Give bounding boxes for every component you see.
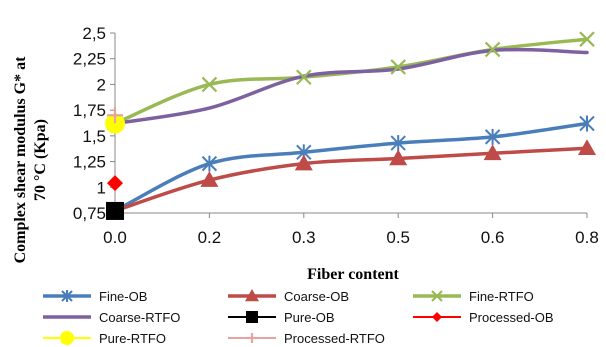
legend-label: Coarse-RTFO	[99, 310, 180, 325]
x-tick-label: 0.0	[103, 228, 127, 247]
y-tick-label: 2,5	[82, 24, 106, 43]
y-tick-label: 2,25	[73, 50, 106, 69]
legend-swatch-marker	[432, 312, 442, 322]
point-pure-rtfo	[105, 113, 125, 134]
legend-item-coarse-rtfo: Coarse-RTFO	[43, 310, 180, 325]
x-tick-label: 0.6	[481, 228, 505, 247]
point-fine-ob	[390, 135, 406, 152]
legend-item-fine-rtfo: Fine-RTFO	[413, 289, 534, 304]
legend-item-fine-ob: Fine-OB	[43, 289, 147, 304]
series-line-fine-ob	[113, 121, 589, 213]
legend-swatch-marker	[61, 290, 73, 302]
point-coarse-ob	[483, 144, 502, 161]
legend-label: Coarse-OB	[284, 289, 349, 304]
point-coarse-ob	[578, 139, 596, 155]
y-axis-title-line-2: 70 °C (Kpa)	[32, 119, 49, 201]
point-fine-ob	[201, 155, 218, 172]
point-coarse-ob	[200, 171, 219, 187]
point-coarse-ob	[389, 149, 408, 166]
point-processed-ob	[107, 175, 123, 192]
point-processed-rtfo	[107, 107, 123, 124]
legend-label: Pure-OB	[284, 310, 335, 325]
point-fine-rtfo	[579, 31, 595, 47]
point-fine-rtfo	[201, 76, 218, 93]
legend-label: Processed-RTFO	[284, 331, 385, 346]
y-axis-title: Complex shear modulus G* at 70 °C (Kpa)	[12, 56, 49, 264]
legend-item-coarse-ob: Coarse-OB	[228, 289, 349, 304]
series-lines	[113, 37, 589, 213]
y-tick-label: 0,75	[73, 204, 106, 223]
point-fine-rtfo	[484, 41, 501, 58]
point-coarse-ob	[294, 154, 313, 171]
x-axis-ticks: 0.0 0.2 0.3 0.5 0.6 0.8	[103, 213, 599, 247]
y-axis-ticks: 0,75 1 1,25 1,5 1,75 2 2,25 2,5	[73, 24, 115, 223]
legend-swatch-marker	[247, 333, 257, 343]
point-fine-rtfo	[390, 59, 406, 75]
point-pure-ob	[106, 201, 124, 220]
legend-swatch-marker	[245, 289, 259, 302]
y-axis-title-line-1: Complex shear modulus G* at	[12, 56, 29, 264]
y-tick-label: 1,5	[82, 127, 106, 146]
legend-item-processed-ob: Processed-OB	[413, 310, 554, 325]
legend-item-processed-rtfo: Processed-RTFO	[228, 331, 385, 346]
y-tick-label: 1	[97, 178, 106, 197]
legend-item-pure-ob: Pure-OB	[228, 310, 335, 325]
x-tick-label: 0.2	[198, 228, 222, 247]
point-fine-rtfo	[296, 69, 312, 86]
y-tick-label: 1,75	[73, 101, 106, 120]
x-tick-label: 0.8	[575, 228, 599, 247]
legend-label: Pure-RTFO	[99, 331, 166, 346]
legend-label: Fine-RTFO	[469, 289, 534, 304]
legend-label: Fine-OB	[99, 289, 147, 304]
series-markers	[105, 31, 596, 220]
series-line-coarse-ob	[113, 146, 589, 213]
legend: Fine-OB Coarse-OB Fine-RTFO Coarse-RTFO Pure…	[43, 289, 554, 346]
y-tick-label: 1,25	[73, 153, 106, 172]
legend-item-pure-rtfo: Pure-RTFO	[43, 331, 166, 346]
series-line-fine-rtfo	[113, 37, 589, 126]
legend-swatch-marker	[60, 331, 74, 345]
x-tick-label: 0.5	[386, 228, 410, 247]
point-fine-ob	[579, 115, 595, 132]
series-line-coarse-rtfo	[113, 47, 589, 126]
x-tick-label: 0.3	[292, 228, 316, 247]
y-tick-label: 2	[97, 75, 106, 94]
point-fine-ob	[484, 128, 501, 145]
legend-label: Processed-OB	[469, 310, 554, 325]
legend-swatch-marker	[431, 290, 443, 302]
x-axis-title: Fiber content	[307, 266, 399, 283]
legend-swatch-marker	[246, 311, 258, 323]
